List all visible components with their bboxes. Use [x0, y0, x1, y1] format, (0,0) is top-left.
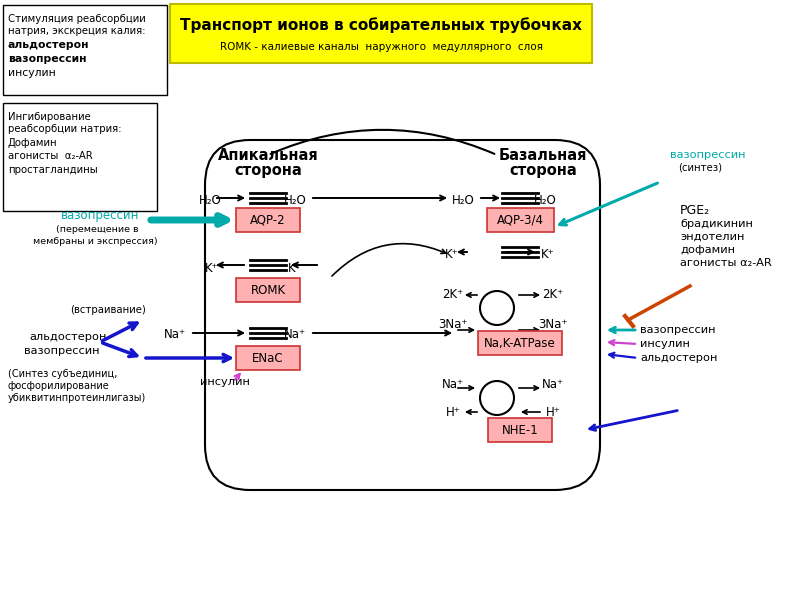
Text: вазопрессин: вазопрессин: [8, 54, 86, 64]
Text: вазопрессин: вазопрессин: [670, 150, 746, 160]
FancyBboxPatch shape: [236, 208, 300, 232]
Text: Na⁺: Na⁺: [442, 379, 464, 391]
Text: 3Na⁺: 3Na⁺: [438, 319, 468, 331]
Text: K⁺: K⁺: [445, 248, 459, 262]
Text: альдостерон: альдостерон: [8, 40, 90, 50]
FancyBboxPatch shape: [3, 5, 167, 95]
Circle shape: [480, 291, 514, 325]
Text: Ингибирование: Ингибирование: [8, 112, 90, 122]
Text: сторона: сторона: [509, 163, 577, 178]
Text: Na⁺: Na⁺: [164, 329, 186, 341]
Text: 2K⁺: 2K⁺: [442, 289, 464, 301]
Text: вазопрессин: вазопрессин: [640, 325, 715, 335]
Text: H₂O: H₂O: [284, 193, 306, 206]
Text: (синтез): (синтез): [678, 163, 722, 173]
Text: (перемещение в: (перемещение в: [56, 224, 138, 233]
FancyBboxPatch shape: [236, 346, 300, 370]
Text: реабсорбции натрия:: реабсорбции натрия:: [8, 124, 122, 134]
Text: вазопрессин: вазопрессин: [24, 346, 100, 356]
Text: агонисты α₂-AR: агонисты α₂-AR: [680, 258, 772, 268]
Text: K⁺: K⁺: [541, 248, 555, 262]
Text: агонисты  α₂-AR: агонисты α₂-AR: [8, 151, 93, 161]
Text: Дофамин: Дофамин: [8, 138, 58, 148]
Text: фосфорилирование: фосфорилирование: [8, 381, 110, 391]
Text: инсулин: инсулин: [200, 377, 250, 387]
Text: ROMK - калиевые каналы  наружного  медуллярного  слоя: ROMK - калиевые каналы наружного медулля…: [219, 42, 542, 52]
Text: вазопрессин: вазопрессин: [61, 209, 139, 223]
FancyBboxPatch shape: [170, 4, 592, 63]
FancyBboxPatch shape: [3, 103, 157, 211]
Text: альдостерон: альдостерон: [640, 353, 718, 363]
Text: Стимуляция реабсорбции: Стимуляция реабсорбции: [8, 14, 146, 24]
FancyBboxPatch shape: [486, 208, 554, 232]
Circle shape: [480, 381, 514, 415]
Text: (встраивание): (встраивание): [70, 305, 146, 315]
Text: инсулин: инсулин: [640, 339, 690, 349]
Text: K⁺: K⁺: [288, 262, 302, 275]
Text: H₂O: H₂O: [198, 193, 222, 206]
Text: H⁺: H⁺: [546, 406, 561, 419]
Text: Транспорт ионов в собирательных трубочках: Транспорт ионов в собирательных трубочка…: [180, 17, 582, 33]
Text: дофамин: дофамин: [680, 245, 735, 255]
Text: Na⁺: Na⁺: [542, 379, 564, 391]
Text: 3Na⁺: 3Na⁺: [538, 319, 568, 331]
Text: ROMK: ROMK: [250, 283, 286, 296]
Text: инсулин: инсулин: [8, 68, 56, 78]
Text: натрия, экскреция калия:: натрия, экскреция калия:: [8, 26, 146, 36]
Text: эндотелин: эндотелин: [680, 232, 744, 242]
Text: простагландины: простагландины: [8, 165, 98, 175]
Text: Na,K-ATPase: Na,K-ATPase: [484, 337, 556, 349]
FancyBboxPatch shape: [478, 331, 562, 355]
Text: альдостерон: альдостерон: [30, 332, 106, 342]
Text: ENaC: ENaC: [252, 352, 284, 364]
Text: PGE₂: PGE₂: [680, 203, 710, 217]
Text: AQP-3/4: AQP-3/4: [497, 214, 543, 226]
Text: H₂O: H₂O: [452, 193, 474, 206]
Text: 2K⁺: 2K⁺: [542, 289, 564, 301]
Text: H⁺: H⁺: [446, 406, 461, 419]
Text: Na⁺: Na⁺: [284, 329, 306, 341]
Text: Апикальная: Апикальная: [218, 148, 318, 163]
Text: H₂O: H₂O: [534, 193, 556, 206]
Text: сторона: сторона: [234, 163, 302, 178]
FancyBboxPatch shape: [205, 140, 600, 490]
Text: убиквитинпротеинлигазы): убиквитинпротеинлигазы): [8, 393, 146, 403]
Text: брадикинин: брадикинин: [680, 219, 753, 229]
FancyBboxPatch shape: [236, 278, 300, 302]
Text: мембраны и экспрессия): мембраны и экспрессия): [33, 236, 158, 245]
FancyBboxPatch shape: [488, 418, 552, 442]
Text: K⁺: K⁺: [205, 262, 219, 275]
Text: Базальная: Базальная: [498, 148, 587, 163]
Text: AQP-2: AQP-2: [250, 214, 286, 226]
Text: NHE-1: NHE-1: [502, 424, 538, 437]
Text: (Синтез субъединиц,: (Синтез субъединиц,: [8, 369, 118, 379]
